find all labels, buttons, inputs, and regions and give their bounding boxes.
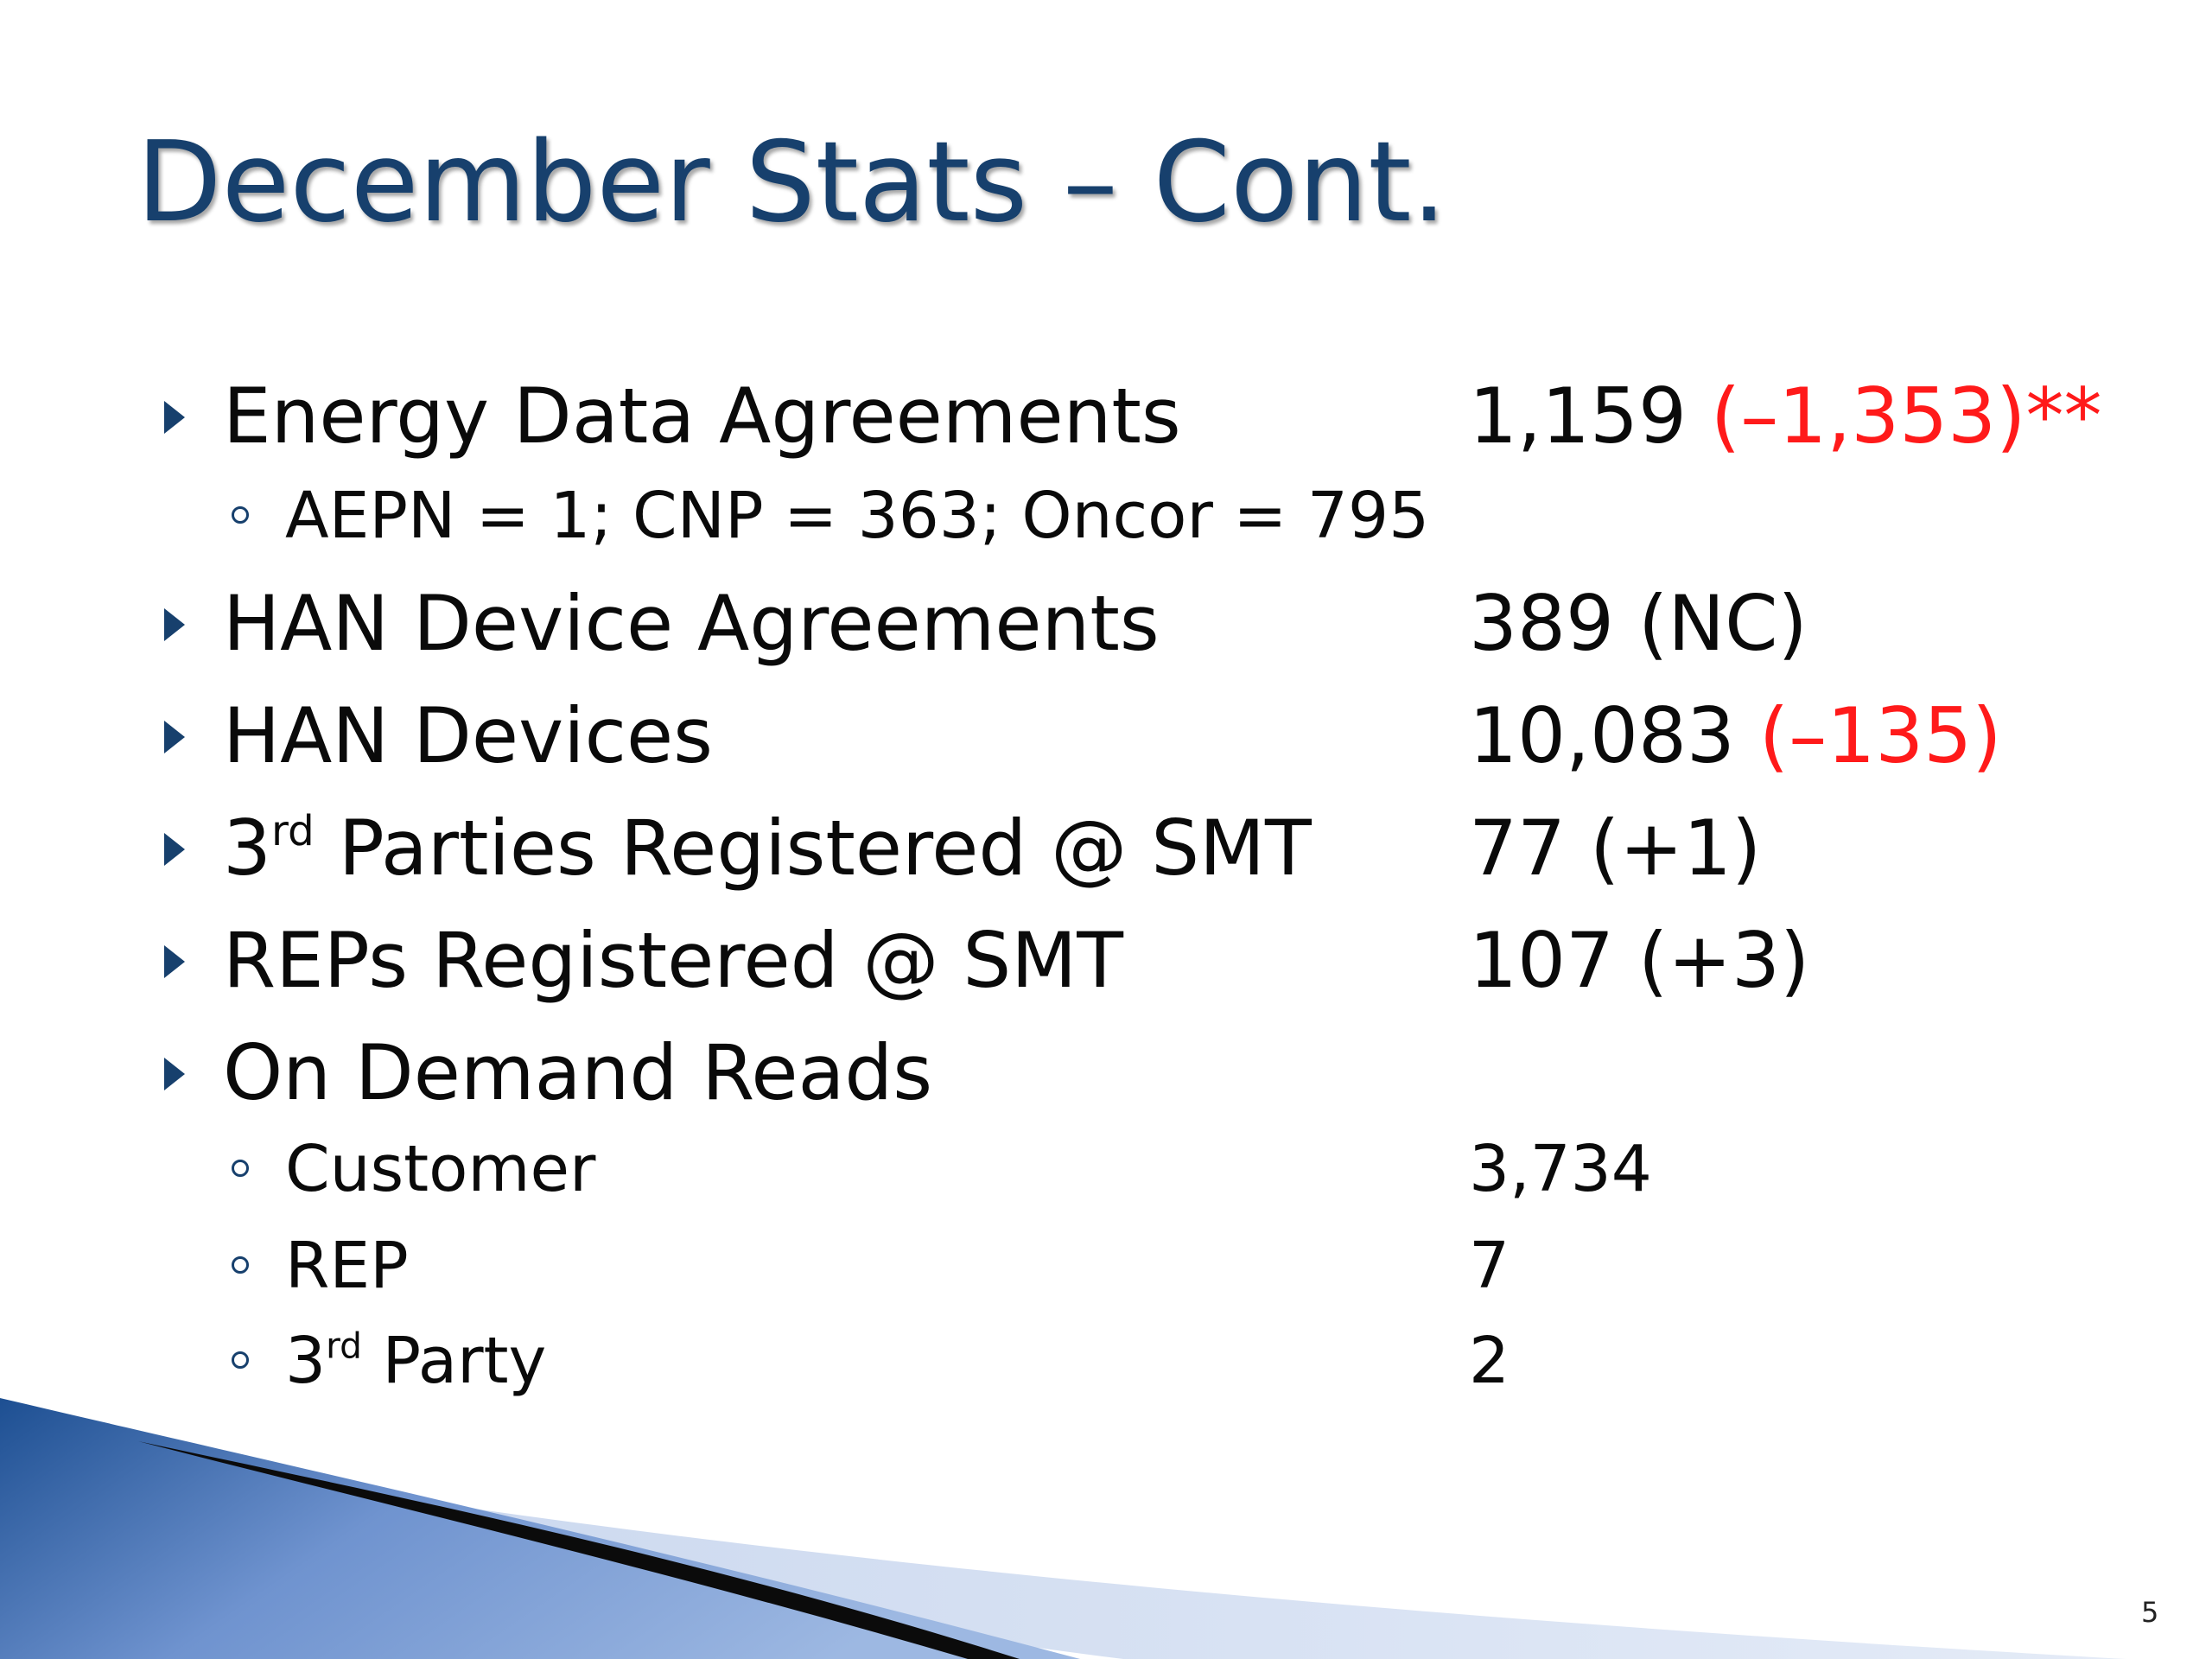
list-item-on-demand-reads: On Demand Reads: [0, 1027, 2212, 1122]
swoosh-dark-stroke: [138, 1441, 1020, 1659]
item-value: 10,083 (–135): [1469, 698, 2002, 774]
item-value: 107 (+3): [1469, 916, 1810, 1005]
list-item-han-devices: HAN Devices 10,083 (–135): [0, 690, 2212, 785]
item-label: 3rd Parties Registered @ SMT: [223, 810, 1312, 887]
list-item-han-device-agreements: HAN Device Agreements 389 (NC): [0, 577, 2212, 672]
arrow-bullet-icon: [164, 833, 185, 866]
subitem-label: AEPN = 1; CNP = 363; Oncor = 795: [285, 479, 1430, 553]
arrow-bullet-icon: [164, 1058, 185, 1090]
negative-change: (–1,353)**: [1710, 372, 2102, 461]
item-label: On Demand Reads: [223, 1028, 933, 1117]
label-text: Parties Registered @ SMT: [314, 804, 1312, 893]
item-label: HAN Device Agreements: [223, 579, 1160, 668]
list-subitem-utility-breakdown: AEPN = 1; CNP = 363; Oncor = 795: [0, 479, 2212, 574]
list-item-third-parties-registered: 3rd Parties Registered @ SMT 77 (+1): [0, 802, 2212, 897]
list-subitem-customer: Customer 3,734: [0, 1132, 2212, 1227]
list-item-energy-data-agreements: Energy Data Agreements 1,159 (–1,353)**: [0, 370, 2212, 465]
list-subitem-third-party: 3rd Party 2: [0, 1324, 2212, 1419]
item-value: 1,159 (–1,353)**: [1469, 378, 2102, 454]
ordinal-suffix: rd: [271, 807, 315, 856]
ordinal-suffix: rd: [326, 1325, 362, 1367]
subitem-label: REP: [285, 1229, 409, 1303]
ring-bullet-icon: [232, 506, 249, 524]
ring-bullet-icon: [232, 1351, 249, 1369]
ring-bullet-icon: [232, 1256, 249, 1274]
slide-title: December Stats – Cont.: [137, 118, 1447, 247]
arrow-bullet-icon: [164, 721, 185, 753]
arrow-bullet-icon: [164, 608, 185, 641]
ordinal-number: 3: [285, 1324, 327, 1398]
ring-bullet-icon: [232, 1160, 249, 1177]
arrow-bullet-icon: [164, 945, 185, 978]
swoosh-blue-band: [0, 1398, 1080, 1659]
item-label: REPs Registered @ SMT: [223, 916, 1123, 1005]
value-number: 10,083: [1469, 691, 1759, 780]
negative-change: (–135): [1758, 691, 2002, 780]
swoosh-pale-band: [112, 1452, 2126, 1659]
item-label: Energy Data Agreements: [223, 372, 1181, 461]
arrow-bullet-icon: [164, 401, 185, 434]
subitem-label: 3rd Party: [285, 1328, 546, 1393]
page-number: 5: [2141, 1596, 2159, 1629]
item-value: 77 (+1): [1469, 804, 1762, 893]
value-number: 1,159: [1469, 372, 1711, 461]
label-text: Party: [361, 1324, 547, 1398]
item-value: 389 (NC): [1469, 579, 1808, 668]
subitem-value: 3,734: [1469, 1132, 1652, 1206]
subitem-value: 7: [1469, 1229, 1510, 1303]
list-item-reps-registered: REPs Registered @ SMT 107 (+3): [0, 914, 2212, 1009]
subitem-label: Customer: [285, 1132, 596, 1206]
ordinal-number: 3: [223, 804, 271, 893]
item-label: HAN Devices: [223, 691, 713, 780]
list-subitem-rep: REP 7: [0, 1229, 2212, 1324]
subitem-value: 2: [1469, 1324, 1510, 1398]
